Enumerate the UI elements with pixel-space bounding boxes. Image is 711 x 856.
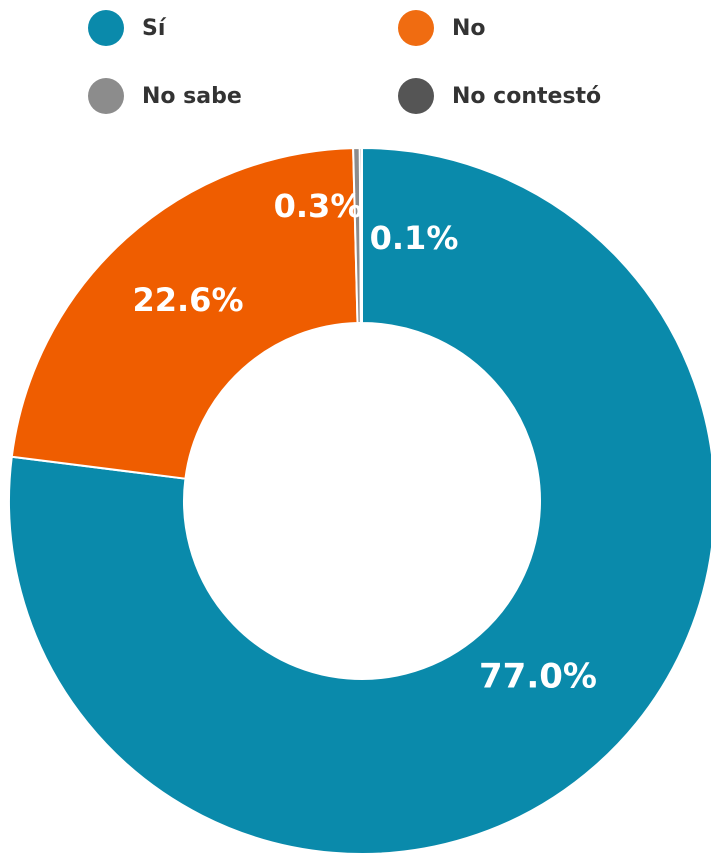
donut-chart: 77.0% 22.6% 0.3%0.1% bbox=[8, 146, 711, 855]
slice-si[interactable] bbox=[8, 146, 711, 855]
legend-item-no-sabe[interactable]: No sabe bbox=[88, 78, 242, 114]
legend-item-si[interactable]: Sí bbox=[88, 10, 165, 46]
legend-label-no-sabe: No sabe bbox=[142, 83, 242, 109]
slice-no-contesto[interactable] bbox=[358, 146, 363, 325]
legend-swatch-no-sabe bbox=[88, 78, 124, 114]
legend-label-no: No bbox=[452, 15, 486, 41]
legend-item-no[interactable]: No bbox=[398, 10, 486, 46]
legend-swatch-no-contesto bbox=[398, 78, 434, 114]
chart-legend: Sí No No sabe No contestó bbox=[0, 0, 711, 130]
legend-item-no-contesto[interactable]: No contestó bbox=[398, 78, 601, 114]
legend-label-no-contesto: No contestó bbox=[452, 83, 602, 109]
data-label-no-sabe: 0.3% bbox=[274, 187, 363, 225]
legend-swatch-no bbox=[398, 10, 434, 46]
data-label-no-contesto: 0.1% bbox=[370, 219, 459, 257]
legend-label-si: Sí bbox=[142, 15, 166, 41]
legend-swatch-si bbox=[88, 10, 124, 46]
slice-no[interactable] bbox=[10, 147, 359, 480]
data-label-si: 77.0% bbox=[479, 657, 597, 697]
data-label-no: 22.6% bbox=[132, 281, 243, 319]
